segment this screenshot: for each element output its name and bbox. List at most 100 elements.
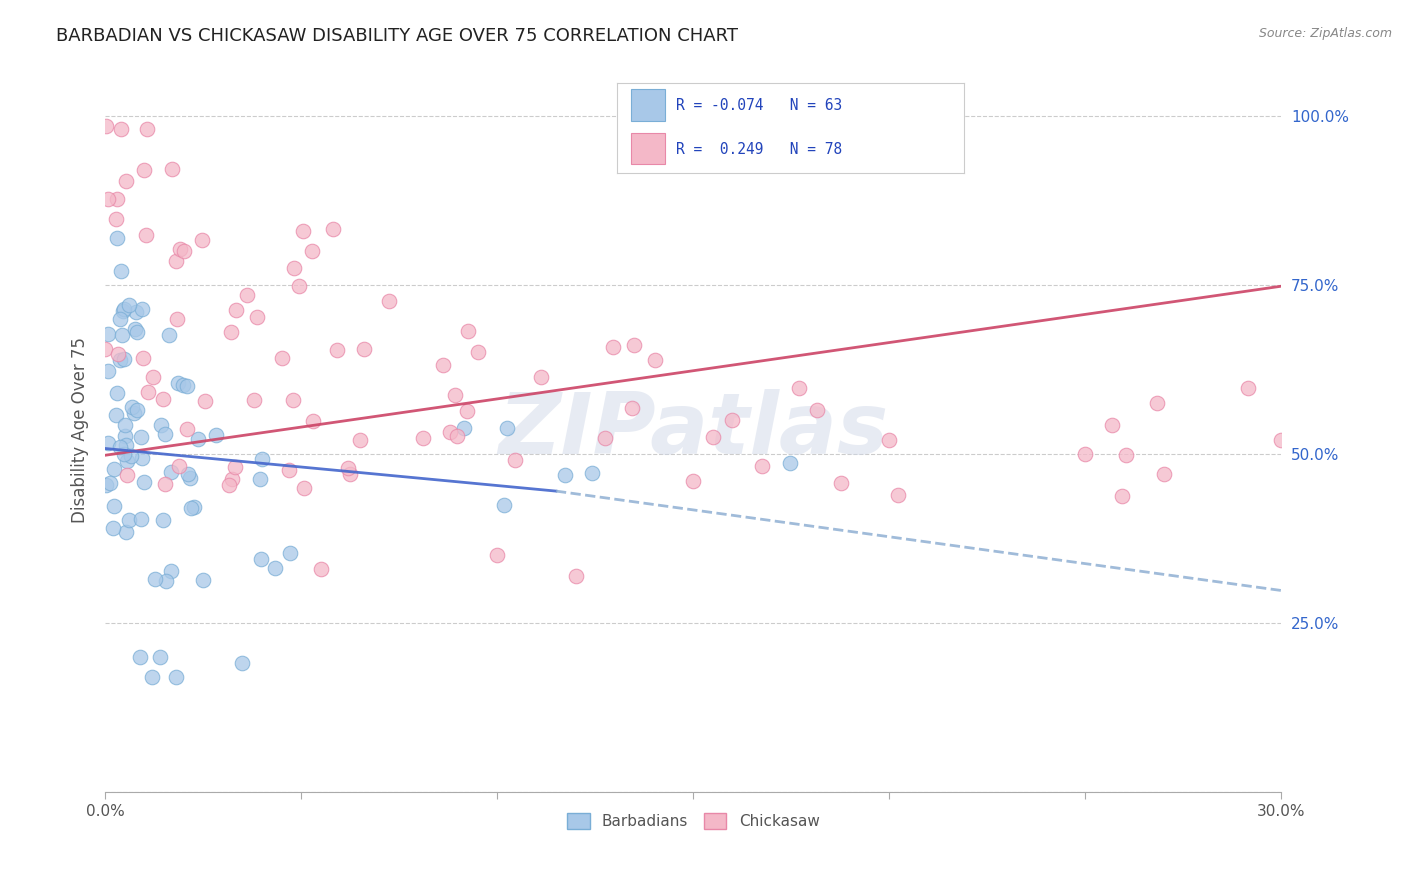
Point [221, 472, 243, 486]
Point [277, 463, 299, 477]
Point [602, 340, 624, 354]
Point [224, 460, 246, 475]
Point [160, 465, 183, 479]
Point [96, 119, 118, 133]
Point [155, 574, 177, 588]
Point [97, 364, 120, 378]
Point [453, 421, 475, 435]
Point [115, 454, 138, 468]
Point [457, 324, 479, 338]
Point [830, 475, 852, 490]
Point [301, 244, 323, 259]
Point [96, 477, 118, 491]
Point [887, 488, 910, 502]
Point [118, 298, 141, 312]
Point [110, 264, 132, 278]
Point [135, 227, 157, 242]
Point [620, 401, 643, 415]
Point [103, 499, 125, 513]
Point [378, 294, 401, 309]
Point [177, 467, 200, 482]
Point [132, 475, 155, 489]
Point [250, 451, 273, 466]
Point [806, 403, 828, 417]
Point [142, 369, 165, 384]
Point [218, 478, 240, 492]
Point [114, 418, 136, 433]
Point [97, 327, 120, 342]
Legend: Barbadians, Chickasaw: Barbadians, Chickasaw [561, 806, 825, 835]
Point [136, 121, 159, 136]
Y-axis label: Disability Age Over 75: Disability Age Over 75 [72, 337, 89, 524]
Point [249, 472, 271, 486]
Point [167, 458, 190, 473]
Point [326, 343, 349, 357]
Point [118, 513, 141, 527]
Point [157, 328, 180, 343]
Point [176, 422, 198, 436]
Point [115, 174, 138, 188]
Point [153, 427, 176, 442]
Point [412, 431, 434, 445]
Point [721, 413, 744, 427]
Point [246, 310, 269, 325]
Point [179, 471, 201, 485]
Point [121, 401, 143, 415]
Point [593, 431, 616, 445]
Point [149, 418, 172, 433]
Point [129, 430, 152, 444]
Point [439, 425, 461, 439]
Point [353, 342, 375, 356]
Point [264, 561, 287, 575]
Point [114, 447, 136, 461]
Text: ZIPatlas: ZIPatlas [498, 389, 889, 472]
Point [339, 467, 361, 481]
Point [134, 163, 156, 178]
Point [467, 345, 489, 359]
Point [194, 394, 217, 409]
Point [94, 342, 117, 356]
Point [129, 512, 152, 526]
Point [751, 459, 773, 474]
Point [236, 288, 259, 302]
Point [100, 476, 122, 491]
Point [309, 562, 332, 576]
Point [143, 572, 166, 586]
Point [287, 278, 309, 293]
Point [152, 392, 174, 407]
Point [191, 233, 214, 247]
Point [131, 302, 153, 317]
Point [1146, 396, 1168, 410]
Point [496, 421, 519, 435]
Point [1237, 381, 1260, 395]
Point [231, 657, 253, 671]
Point [1153, 467, 1175, 482]
Point [682, 475, 704, 489]
Point [278, 546, 301, 560]
Point [108, 441, 131, 455]
Point [166, 312, 188, 326]
Point [111, 328, 134, 343]
Point [112, 301, 135, 316]
Point [132, 351, 155, 366]
Point [877, 434, 900, 448]
Point [702, 430, 724, 444]
Point [155, 477, 177, 491]
Point [110, 122, 132, 136]
Point [530, 369, 553, 384]
Point [494, 498, 516, 512]
Point [112, 352, 135, 367]
Point [107, 347, 129, 361]
Point [503, 452, 526, 467]
Point [180, 500, 202, 515]
Point [349, 434, 371, 448]
Point [173, 244, 195, 258]
Point [292, 481, 315, 495]
Point [104, 212, 127, 227]
Point [283, 392, 305, 407]
Point [444, 388, 467, 402]
Point [131, 451, 153, 466]
Point [111, 304, 134, 318]
Point [97, 435, 120, 450]
Point [623, 338, 645, 352]
